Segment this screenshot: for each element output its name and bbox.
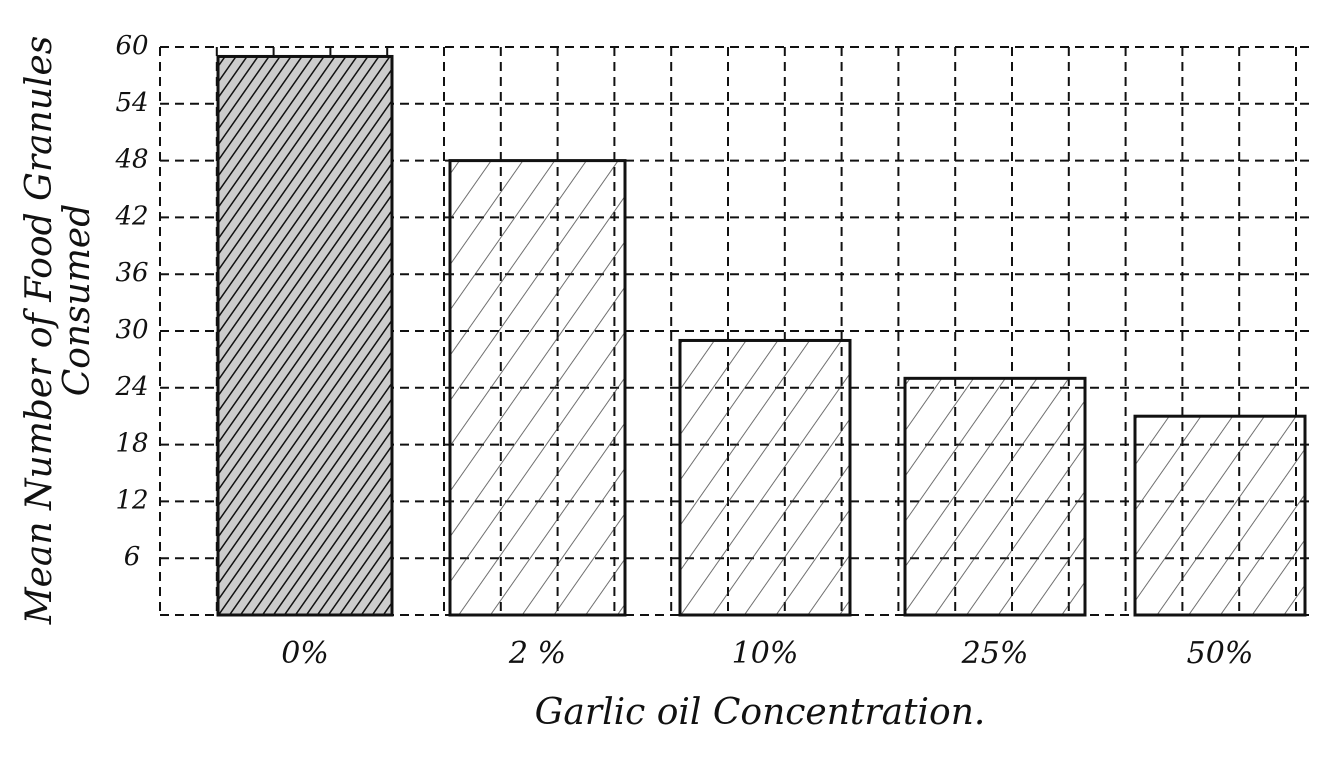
x-tick-label: 2 % [508,636,566,671]
y-tick-label: 48 [114,145,148,175]
x-tick-label: 10% [732,636,799,671]
bar [680,340,850,615]
y-tick-label: 30 [115,315,148,345]
y-tick-label: 12 [115,485,148,515]
bar [1135,416,1305,615]
y-tick-label: 18 [115,429,148,459]
bar [905,378,1085,615]
y-axis-title: Mean Number of Food Granules [19,36,60,625]
y-tick-label: 42 [114,201,148,231]
y-tick-label: 6 [124,542,141,572]
x-tick-label: 50% [1187,636,1254,671]
x-tick-label: 0% [281,636,329,671]
bar [218,56,392,615]
bar [450,161,625,615]
y-tick-label: 24 [114,372,148,402]
x-tick-label: 25% [961,636,1029,671]
y-tick-label: 36 [115,258,148,288]
page: {"chart_data": {"type": "bar", "x_label"… [0,0,1322,761]
y-tick-label: 54 [115,88,148,118]
chart: Garlic oil Concentration. Mean Number of… [0,0,1322,761]
y-tick-label: 60 [115,31,148,61]
y-axis-title: Consumed [57,204,98,397]
x-axis-title: Garlic oil Concentration. [535,692,986,733]
